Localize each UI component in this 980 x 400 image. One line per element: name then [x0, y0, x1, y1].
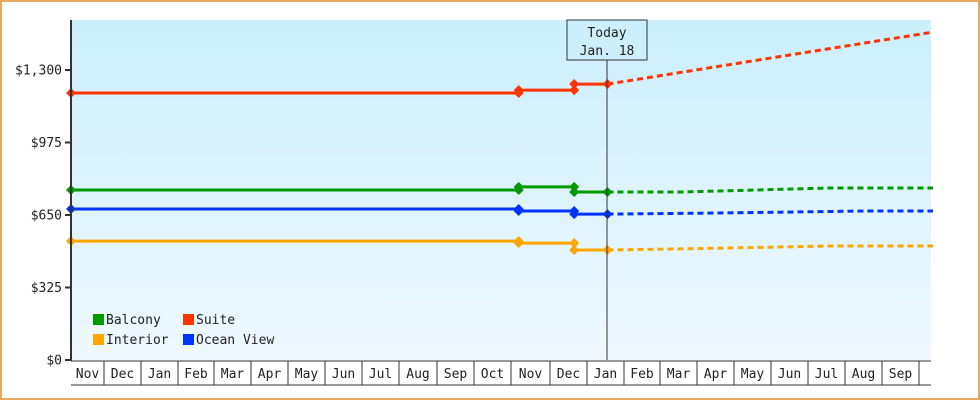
data-point-marker [569, 79, 580, 90]
data-point-marker [513, 85, 524, 96]
today-box [566, 19, 648, 61]
data-point-marker [569, 85, 580, 96]
series-layer [66, 30, 934, 256]
legend-label: Interior [106, 333, 169, 348]
x-tick-label-month: Feb [184, 367, 208, 382]
y-tick-label: $975 [31, 136, 62, 151]
legend-item-suite: Suite [183, 313, 235, 328]
data-point-marker [569, 238, 580, 249]
data-point-marker [513, 238, 524, 249]
data-point-marker [569, 209, 580, 220]
series-interior [66, 236, 934, 256]
x-tick-label-month: Jul [369, 367, 392, 382]
x-tick-label-month: Apr [258, 367, 282, 382]
x-tick-label-month: May [295, 367, 319, 382]
x-tick-label-month: Aug [852, 367, 875, 382]
legend-label: Suite [196, 313, 235, 328]
today-marker: Today Jan. 18 [566, 19, 648, 360]
x-tick-label-month: Jan [148, 367, 171, 382]
legend: Balcony Suite Interior Ocean View [93, 313, 274, 348]
data-point-marker [569, 245, 580, 256]
series-suite [66, 30, 934, 98]
x-tick-label-month: Jun [332, 367, 355, 382]
x-tick-label-month: Nov [519, 367, 543, 382]
data-point-marker [569, 181, 580, 192]
x-tick-label-month: May [741, 367, 765, 382]
x-tick-label-month: Jun [778, 367, 801, 382]
y-tick-label: $1,300 [15, 64, 62, 79]
data-point-marker [513, 181, 524, 192]
x-tick-label-month: Jul [815, 367, 838, 382]
x-tick-label-month: Aug [406, 367, 429, 382]
legend-item-interior: Interior [93, 333, 169, 348]
series-balcony [66, 181, 934, 198]
x-tick-label-month: Apr [704, 367, 728, 382]
x-tick-label-month: Oct [481, 367, 504, 382]
legend-swatch [183, 334, 194, 345]
legend-swatch [93, 314, 104, 325]
x-tick-label-month: Feb [630, 367, 654, 382]
x-tick-label-month: Nov [76, 367, 100, 382]
y-tick-label: $325 [31, 281, 62, 296]
series-ocean-view [66, 203, 934, 220]
legend-swatch [183, 314, 194, 325]
x-tick-label-month: Dec [557, 367, 580, 382]
y-tick-label: $650 [31, 209, 62, 224]
axis-layer: $0 $325 $650 $975 $1,300 [15, 20, 72, 369]
legend-label: Ocean View [196, 333, 274, 348]
x-tick-label-month: Mar [667, 367, 691, 382]
today-label: Today [587, 26, 626, 41]
data-point-marker [513, 205, 524, 216]
y-tick-label: $0 [46, 354, 62, 369]
today-date: Jan. 18 [580, 44, 635, 59]
x-axis: Nov Dec Jan Feb Mar Apr May Jun Jul Aug Sep Oct Nov D… [71, 360, 931, 386]
x-tick-label-month: Jan [594, 367, 617, 382]
x-tick-label-month: Sep [889, 367, 913, 382]
legend-swatch [93, 334, 104, 345]
legend-item-balcony: Balcony [93, 313, 161, 328]
data-point-marker [569, 187, 580, 198]
x-tick-label-month: Sep [444, 367, 468, 382]
legend-label: Balcony [106, 313, 161, 328]
x-tick-label-month: Dec [111, 367, 134, 382]
legend-item-ocean-view: Ocean View [183, 333, 274, 348]
x-tick-label-month: Mar [221, 367, 245, 382]
